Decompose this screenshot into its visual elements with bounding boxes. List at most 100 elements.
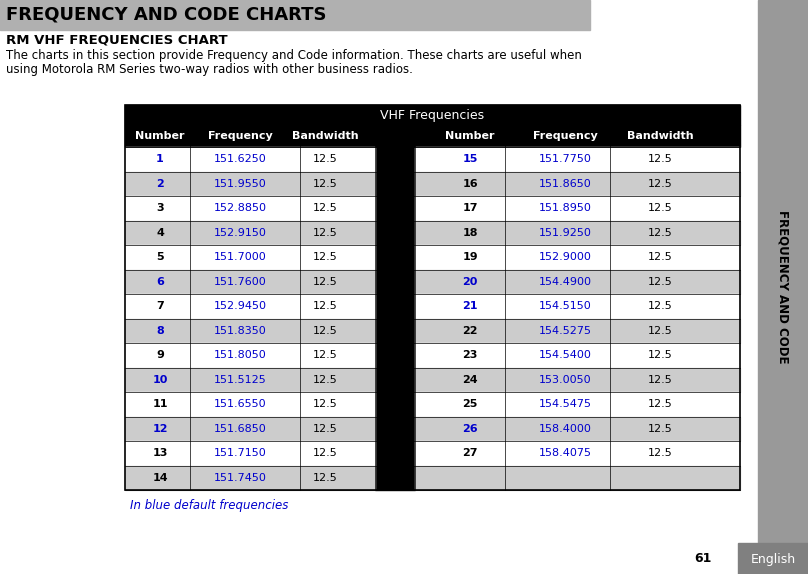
Text: 12.5: 12.5 bbox=[313, 375, 338, 385]
Bar bbox=[125, 466, 375, 490]
Text: 12.5: 12.5 bbox=[313, 277, 338, 287]
Text: 12.5: 12.5 bbox=[648, 228, 672, 238]
Bar bbox=[415, 466, 740, 490]
Text: 154.5400: 154.5400 bbox=[539, 350, 591, 360]
Text: 12.5: 12.5 bbox=[313, 350, 338, 360]
Text: Bandwidth: Bandwidth bbox=[292, 131, 358, 141]
Bar bbox=[415, 196, 740, 220]
Text: 4: 4 bbox=[156, 228, 164, 238]
Text: 154.5150: 154.5150 bbox=[539, 301, 591, 311]
Bar bbox=[0, 0, 590, 30]
Text: 151.8950: 151.8950 bbox=[539, 203, 591, 214]
Text: 25: 25 bbox=[462, 400, 478, 409]
Text: 151.7750: 151.7750 bbox=[539, 154, 591, 164]
Bar bbox=[125, 392, 375, 417]
Text: 6: 6 bbox=[156, 277, 164, 287]
Text: 23: 23 bbox=[462, 350, 478, 360]
Bar bbox=[125, 105, 740, 490]
Bar bbox=[415, 441, 740, 466]
Text: Bandwidth: Bandwidth bbox=[627, 131, 693, 141]
Text: 12.5: 12.5 bbox=[313, 203, 338, 214]
Text: 12.5: 12.5 bbox=[648, 326, 672, 336]
Bar bbox=[758, 0, 808, 574]
Text: 24: 24 bbox=[462, 375, 478, 385]
Text: 15: 15 bbox=[462, 154, 478, 164]
Bar bbox=[415, 172, 740, 196]
Text: 12.5: 12.5 bbox=[313, 326, 338, 336]
Bar bbox=[125, 441, 375, 466]
Text: 152.8850: 152.8850 bbox=[213, 203, 267, 214]
Text: 3: 3 bbox=[156, 203, 164, 214]
Text: 151.8050: 151.8050 bbox=[213, 350, 267, 360]
Text: 151.6850: 151.6850 bbox=[213, 424, 267, 434]
Text: The charts in this section provide Frequency and Code information. These charts : The charts in this section provide Frequ… bbox=[6, 48, 582, 61]
Text: 151.8350: 151.8350 bbox=[213, 326, 267, 336]
Text: 27: 27 bbox=[462, 448, 478, 458]
Text: 18: 18 bbox=[462, 228, 478, 238]
Text: 151.6250: 151.6250 bbox=[213, 154, 267, 164]
Text: 12.5: 12.5 bbox=[648, 350, 672, 360]
Text: 1: 1 bbox=[156, 154, 164, 164]
Text: 12.5: 12.5 bbox=[313, 301, 338, 311]
Text: 7: 7 bbox=[156, 301, 164, 311]
Text: 5: 5 bbox=[156, 252, 164, 262]
Text: 12.5: 12.5 bbox=[648, 424, 672, 434]
Text: 154.5275: 154.5275 bbox=[538, 326, 591, 336]
Bar bbox=[125, 417, 375, 441]
Bar bbox=[415, 294, 740, 319]
Bar bbox=[125, 105, 740, 125]
Text: 151.7450: 151.7450 bbox=[213, 473, 267, 483]
Text: 12.5: 12.5 bbox=[648, 375, 672, 385]
Bar bbox=[415, 319, 740, 343]
Text: 153.0050: 153.0050 bbox=[539, 375, 591, 385]
Text: 152.9450: 152.9450 bbox=[213, 301, 267, 311]
Text: 10: 10 bbox=[153, 375, 168, 385]
Text: 8: 8 bbox=[156, 326, 164, 336]
Text: 12.5: 12.5 bbox=[313, 228, 338, 238]
Text: 152.9150: 152.9150 bbox=[213, 228, 267, 238]
Text: FREQUENCY AND CODE: FREQUENCY AND CODE bbox=[776, 210, 789, 364]
Bar bbox=[415, 220, 740, 245]
Bar bbox=[125, 343, 375, 367]
Text: 13: 13 bbox=[153, 448, 168, 458]
Text: 154.5475: 154.5475 bbox=[538, 400, 591, 409]
Text: 151.8650: 151.8650 bbox=[539, 179, 591, 189]
Text: 19: 19 bbox=[462, 252, 478, 262]
Text: 151.5125: 151.5125 bbox=[213, 375, 267, 385]
Text: 12.5: 12.5 bbox=[313, 448, 338, 458]
Bar bbox=[415, 147, 740, 172]
Bar bbox=[125, 270, 375, 294]
Text: 22: 22 bbox=[462, 326, 478, 336]
Text: English: English bbox=[751, 553, 796, 565]
Text: 12.5: 12.5 bbox=[313, 473, 338, 483]
Text: 151.7600: 151.7600 bbox=[213, 277, 267, 287]
Text: 12: 12 bbox=[152, 424, 168, 434]
Text: 12.5: 12.5 bbox=[648, 252, 672, 262]
Bar bbox=[125, 245, 375, 270]
Bar bbox=[125, 294, 375, 319]
Bar bbox=[415, 417, 740, 441]
Text: 61: 61 bbox=[694, 553, 712, 565]
Text: 154.4900: 154.4900 bbox=[538, 277, 591, 287]
Text: In blue default frequencies: In blue default frequencies bbox=[130, 499, 288, 513]
Text: 12.5: 12.5 bbox=[648, 301, 672, 311]
Text: 14: 14 bbox=[152, 473, 168, 483]
Text: 12.5: 12.5 bbox=[313, 154, 338, 164]
Text: 12.5: 12.5 bbox=[313, 400, 338, 409]
Bar bbox=[125, 147, 375, 172]
Bar bbox=[125, 125, 740, 147]
Text: 151.7150: 151.7150 bbox=[213, 448, 267, 458]
Text: 11: 11 bbox=[152, 400, 168, 409]
Text: VHF Frequencies: VHF Frequencies bbox=[381, 108, 485, 122]
Text: Frequency: Frequency bbox=[532, 131, 597, 141]
Text: 20: 20 bbox=[462, 277, 478, 287]
Bar bbox=[375, 147, 415, 490]
Bar bbox=[125, 196, 375, 220]
Text: Number: Number bbox=[135, 131, 185, 141]
Text: 16: 16 bbox=[462, 179, 478, 189]
Text: 151.9550: 151.9550 bbox=[213, 179, 267, 189]
Bar bbox=[125, 172, 375, 196]
Text: 21: 21 bbox=[462, 301, 478, 311]
Text: 12.5: 12.5 bbox=[313, 424, 338, 434]
Text: 26: 26 bbox=[462, 424, 478, 434]
